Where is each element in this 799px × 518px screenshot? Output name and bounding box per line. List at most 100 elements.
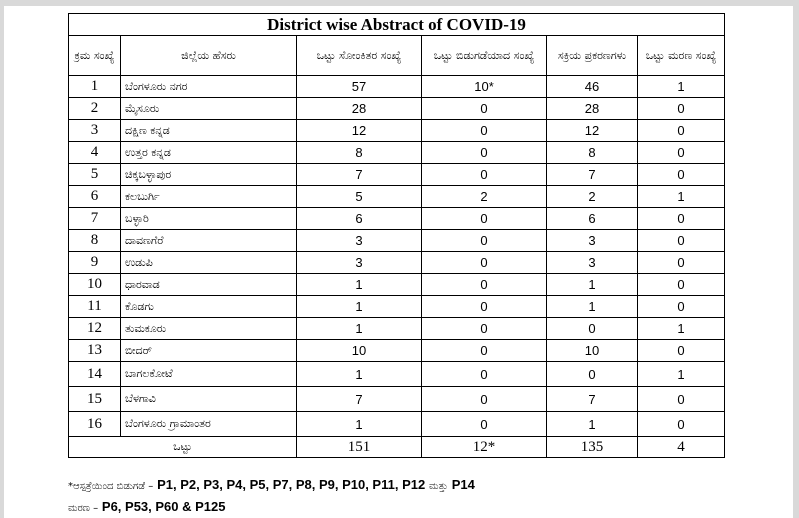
row-discharged: 0 <box>421 141 547 164</box>
row-deaths: 0 <box>636 207 726 230</box>
discharged-note: *ಆಸ್ಪತ್ರೆಯಿಂದ ಬಿಡುಗಡೆ – P1, P2, P3, P4, … <box>68 477 475 492</box>
row-active: 28 <box>546 97 638 120</box>
row-discharged: 0 <box>421 119 547 142</box>
row-deaths: 0 <box>636 273 726 296</box>
row-deaths: 0 <box>636 386 726 412</box>
row-district: ಬೀದರ್ <box>120 339 297 362</box>
row-discharged: 10* <box>421 75 547 98</box>
row-sl-no: 8 <box>68 229 121 252</box>
row-district: ಮೈಸೂರು <box>120 97 297 120</box>
page-frame-top <box>0 0 799 6</box>
row-active: 2 <box>546 185 638 208</box>
table-row: 2 ಮೈಸೂರು 28 0 28 0 <box>68 97 726 120</box>
row-sl-no: 3 <box>68 119 121 142</box>
row-total-cases: 28 <box>296 97 422 120</box>
table-row: 3 ದಕ್ಷಿಣ ಕನ್ನಡ 12 0 12 0 <box>68 119 726 142</box>
row-total-cases: 1 <box>296 273 422 296</box>
table-row: 1 ಬೆಂಗಳೂರು ನಗರ 57 10* 46 1 <box>68 75 726 98</box>
row-deaths: 0 <box>636 411 726 437</box>
row-sl-no: 13 <box>68 339 121 362</box>
discharged-note-last: P14 <box>451 477 475 492</box>
table-row: 15 ಬೆಳಗಾವಿ 7 0 7 0 <box>68 386 726 412</box>
row-district: ಕೊಡಗು <box>120 295 297 318</box>
row-sl-no: 10 <box>68 273 121 296</box>
row-district: ಉಡುಪಿ <box>120 251 297 274</box>
row-total-cases: 12 <box>296 119 422 142</box>
row-sl-no: 14 <box>68 361 121 387</box>
row-deaths: 1 <box>636 361 726 387</box>
row-discharged: 0 <box>421 361 547 387</box>
discharged-note-codes: P1, P2, P3, P4, P5, P7, P8, P9, P10, P11… <box>157 477 426 492</box>
table-row: 11 ಕೊಡಗು 1 0 1 0 <box>68 295 726 318</box>
totals-discharged: 12* <box>421 436 547 458</box>
totals-deaths: 4 <box>636 436 726 458</box>
row-sl-no: 1 <box>68 75 121 98</box>
row-sl-no: 2 <box>68 97 121 120</box>
row-district: ಚಿಕ್ಕಬಳ್ಳಾಪುರ <box>120 163 297 186</box>
row-discharged: 0 <box>421 386 547 412</box>
table-row: 13 ಬೀದರ್ 10 0 10 0 <box>68 339 726 362</box>
row-district: ಬೆಳಗಾವಿ <box>120 386 297 412</box>
row-active: 0 <box>546 361 638 387</box>
row-discharged: 0 <box>421 411 547 437</box>
row-discharged: 0 <box>421 273 547 296</box>
row-sl-no: 5 <box>68 163 121 186</box>
row-deaths: 1 <box>636 75 726 98</box>
row-active: 1 <box>546 295 638 318</box>
row-sl-no: 9 <box>68 251 121 274</box>
death-note-prefix: ಮರಣ – <box>68 503 99 514</box>
row-sl-no: 12 <box>68 317 121 340</box>
row-sl-no: 11 <box>68 295 121 318</box>
district-abstract-table: District wise Abstract of COVID-19 ಕ್ರಮ … <box>67 13 726 458</box>
header-row: ಕ್ರಮ ಸಂಖ್ಯೆ ಜಿಲ್ಲೆಯ ಹೆಸರು ಒಟ್ಟು ಸೋಂಕಿತರ … <box>68 35 726 76</box>
row-total-cases: 57 <box>296 75 422 98</box>
page-frame-left <box>0 0 4 518</box>
row-discharged: 0 <box>421 97 547 120</box>
row-discharged: 0 <box>421 229 547 252</box>
table-row: 12 ತುಮಕೂರು 1 0 0 1 <box>68 317 726 340</box>
row-active: 0 <box>546 317 638 340</box>
row-sl-no: 16 <box>68 411 121 437</box>
table-row: 4 ಉತ್ತರ ಕನ್ನಡ 8 0 8 0 <box>68 141 726 164</box>
row-sl-no: 4 <box>68 141 121 164</box>
row-total-cases: 7 <box>296 386 422 412</box>
totals-total-cases: 151 <box>296 436 422 458</box>
row-deaths: 1 <box>636 185 726 208</box>
row-deaths: 0 <box>636 339 726 362</box>
row-active: 7 <box>546 163 638 186</box>
header-total-cases: ಒಟ್ಟು ಸೋಂಕಿತರ ಸಂಖ್ಯೆ <box>296 35 422 76</box>
row-total-cases: 1 <box>296 317 422 340</box>
row-district: ಧಾರವಾಡ <box>120 273 297 296</box>
page-frame-right <box>793 0 799 518</box>
row-active: 1 <box>546 411 638 437</box>
row-deaths: 0 <box>636 251 726 274</box>
row-discharged: 0 <box>421 163 547 186</box>
row-active: 7 <box>546 386 638 412</box>
header-district: ಜಿಲ್ಲೆಯ ಹೆಸರು <box>120 35 297 76</box>
death-note: ಮರಣ – P6, P53, P60 & P125 <box>68 499 226 514</box>
row-sl-no: 6 <box>68 185 121 208</box>
row-sl-no: 7 <box>68 207 121 230</box>
row-active: 3 <box>546 251 638 274</box>
row-total-cases: 1 <box>296 361 422 387</box>
row-active: 3 <box>546 229 638 252</box>
row-total-cases: 3 <box>296 251 422 274</box>
row-district: ಬಾಗಲಕೋಟೆ <box>120 361 297 387</box>
row-district: ದಕ್ಷಿಣ ಕನ್ನಡ <box>120 119 297 142</box>
header-discharged: ಒಟ್ಟು ಬಿಡುಗಡೆಯಾದ ಸಂಖ್ಯೆ <box>421 35 547 76</box>
row-deaths: 0 <box>636 141 726 164</box>
row-total-cases: 10 <box>296 339 422 362</box>
discharged-note-and: ಮತ್ತು <box>429 481 448 492</box>
table-title: District wise Abstract of COVID-19 <box>67 13 726 36</box>
row-deaths: 0 <box>636 119 726 142</box>
row-discharged: 0 <box>421 339 547 362</box>
row-deaths: 0 <box>636 229 726 252</box>
row-deaths: 1 <box>636 317 726 340</box>
row-total-cases: 8 <box>296 141 422 164</box>
row-district: ಬಳ್ಳಾರಿ <box>120 207 297 230</box>
death-note-codes: P6, P53, P60 & P125 <box>101 499 226 514</box>
row-district: ಬೆಂಗಳೂರು ನಗರ <box>120 75 297 98</box>
table-row: 8 ದಾವಣಗೆರೆ 3 0 3 0 <box>68 229 726 252</box>
row-active: 12 <box>546 119 638 142</box>
row-discharged: 2 <box>421 185 547 208</box>
